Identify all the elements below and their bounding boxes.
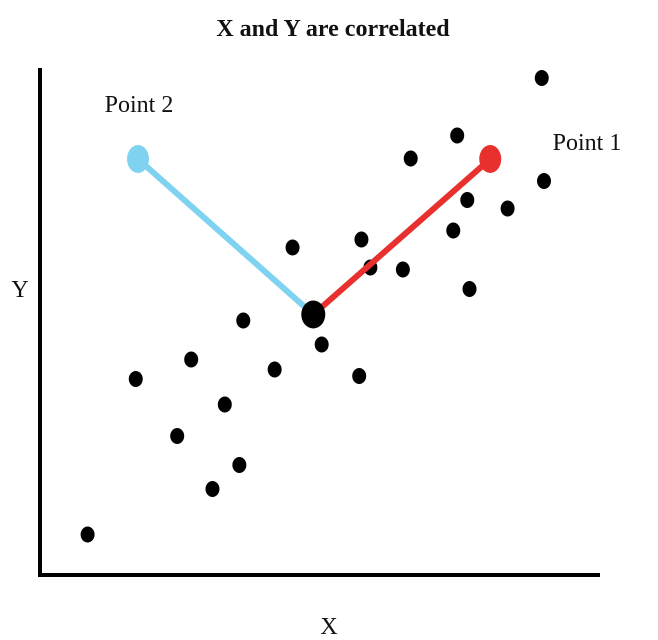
data-point (395, 261, 410, 278)
data-points (80, 70, 551, 543)
data-point (403, 150, 418, 167)
data-point (80, 526, 95, 543)
y-axis-label: Y (11, 277, 28, 303)
data-point (462, 281, 477, 297)
data-point (460, 192, 475, 208)
data-point (450, 127, 465, 144)
data-point (534, 70, 549, 86)
data-point (184, 351, 199, 368)
data-point (352, 368, 367, 384)
data-point (446, 222, 461, 239)
data-point (128, 371, 143, 387)
data-point (537, 173, 551, 189)
point-1-label: Point 1 (553, 130, 622, 156)
data-point (285, 239, 300, 256)
line-to-point-2 (135, 156, 317, 318)
point-1-marker (479, 145, 502, 173)
data-point (170, 428, 185, 444)
data-point (500, 200, 515, 217)
center-point (301, 300, 326, 329)
x-axis-label: X (320, 614, 337, 640)
data-point (232, 457, 247, 473)
data-point (205, 481, 220, 497)
data-point (314, 336, 329, 353)
data-point (236, 312, 251, 329)
data-point (267, 361, 282, 378)
diagram-title: X and Y are correlated (216, 16, 450, 42)
point-2-label: Point 2 (105, 92, 174, 118)
data-point (217, 396, 232, 413)
line-to-point-1 (310, 156, 494, 318)
data-point (354, 231, 369, 248)
point-2-marker (127, 145, 149, 173)
